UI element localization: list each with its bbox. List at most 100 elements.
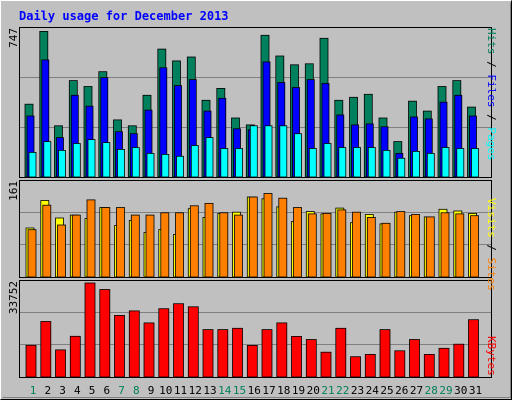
- bar-pages: [131, 147, 140, 178]
- legend-sites-label: Sites: [485, 258, 498, 291]
- bar-sites: [145, 214, 155, 278]
- bar-sites: [440, 212, 450, 278]
- bar-pages: [161, 153, 170, 178]
- bar-kbytes: [276, 322, 288, 378]
- max-label-visits: 161: [7, 181, 20, 201]
- bar-kbytes: [394, 350, 406, 378]
- bar-pages: [146, 152, 155, 178]
- bar-kbytes: [438, 347, 450, 378]
- legend-hits: Hits / Files / Pages: [485, 28, 498, 161]
- svg-text:Visits / Sites: Visits / Sites: [485, 198, 498, 291]
- bar-kbytes: [114, 314, 125, 378]
- x-tick-label: 3: [59, 384, 66, 397]
- max-label-kbytes: 33752: [7, 281, 20, 314]
- bar-pages: [205, 137, 214, 178]
- x-tick-label: 17: [262, 384, 275, 397]
- bar-kbytes: [232, 327, 243, 378]
- bar-sites: [455, 213, 465, 278]
- x-tick-label: 12: [189, 384, 202, 397]
- bar-kbytes: [25, 344, 37, 378]
- bar-sites: [27, 229, 37, 278]
- x-tick-label: 8: [133, 384, 140, 397]
- bar-sites: [248, 196, 258, 278]
- bar-kbytes: [291, 335, 302, 378]
- chart-title: Daily usage for December 2013: [19, 9, 229, 23]
- bar-sites: [322, 212, 332, 278]
- bar-kbytes: [423, 353, 435, 378]
- x-tick-label: 30: [454, 384, 467, 397]
- bar-pages: [471, 148, 479, 178]
- bar-kbytes: [143, 322, 155, 378]
- bar-pages: [412, 150, 420, 178]
- x-tick-label: 16: [248, 384, 261, 397]
- bar-sites: [411, 214, 420, 278]
- bar-sites: [160, 212, 170, 278]
- bar-sites: [234, 214, 243, 278]
- x-tick-label: 5: [89, 384, 96, 397]
- x-tick-label: 28: [425, 384, 438, 397]
- x-tick-label: 13: [203, 384, 216, 397]
- bar-kbytes: [84, 282, 96, 378]
- max-label-hits: 747: [7, 28, 20, 48]
- bar-kbytes: [99, 289, 111, 378]
- bar-kbytes: [261, 329, 273, 378]
- bar-pages: [397, 157, 406, 178]
- svg-text:Hits / Files / Pages: Hits / Files / Pages: [485, 28, 498, 161]
- bar-sites: [189, 205, 199, 278]
- bar-sites: [278, 197, 288, 278]
- x-tick-label: 1: [30, 384, 37, 397]
- bar-pages: [264, 125, 273, 178]
- x-tick-label: 25: [380, 384, 393, 397]
- x-tick-label: 27: [410, 384, 423, 397]
- bar-kbytes: [468, 319, 479, 378]
- bar-sites: [101, 207, 111, 278]
- bar-pages: [87, 139, 96, 178]
- bar-sites: [204, 202, 214, 278]
- x-tick-label: 10: [159, 384, 172, 397]
- bar-pages: [72, 143, 81, 178]
- bar-sites: [307, 213, 317, 278]
- bar-sites: [352, 211, 361, 278]
- bar-sites: [293, 207, 302, 278]
- bar-pages: [28, 151, 37, 178]
- bar-pages: [338, 147, 347, 178]
- x-tick-label: 6: [103, 384, 110, 397]
- bar-sites: [263, 193, 273, 278]
- bar-pages: [323, 143, 332, 178]
- bar-pages: [353, 147, 361, 178]
- x-tick-label: 15: [233, 384, 246, 397]
- legend-visits: Visits / Sites: [485, 198, 498, 291]
- legend-hits-label: Hits: [485, 28, 498, 55]
- bar-sites: [337, 209, 347, 278]
- bar-sites: [366, 216, 376, 278]
- x-tick-label: 29: [439, 384, 452, 397]
- x-tick-label: 11: [174, 384, 187, 397]
- bar-kbytes: [379, 329, 391, 378]
- bar-kbytes: [173, 303, 184, 378]
- x-tick-label: 26: [395, 384, 408, 397]
- bar-kbytes: [320, 351, 332, 378]
- x-tick-label: 2: [44, 384, 51, 397]
- bar-pages: [308, 148, 317, 178]
- bar-pages: [441, 147, 450, 178]
- bar-pages: [117, 148, 125, 178]
- legend-visits-label: Visits: [485, 198, 498, 238]
- bar-sites: [381, 222, 391, 278]
- bar-kbytes: [55, 349, 66, 378]
- chart-bars: [24, 30, 479, 378]
- bar-sites: [57, 224, 66, 278]
- bar-pages: [249, 125, 258, 178]
- bar-kbytes: [187, 306, 199, 378]
- legend-pages-label: Pages: [485, 127, 498, 160]
- bar-pages: [190, 145, 199, 178]
- bar-sites: [71, 214, 81, 278]
- bar-pages: [456, 148, 465, 178]
- bar-sites: [116, 207, 125, 278]
- x-tick-label: 22: [336, 384, 349, 397]
- bar-pages: [43, 141, 52, 178]
- x-tick-label: 21: [321, 384, 334, 397]
- bar-pages: [176, 155, 184, 178]
- bar-kbytes: [409, 339, 420, 378]
- bar-sites: [86, 199, 96, 278]
